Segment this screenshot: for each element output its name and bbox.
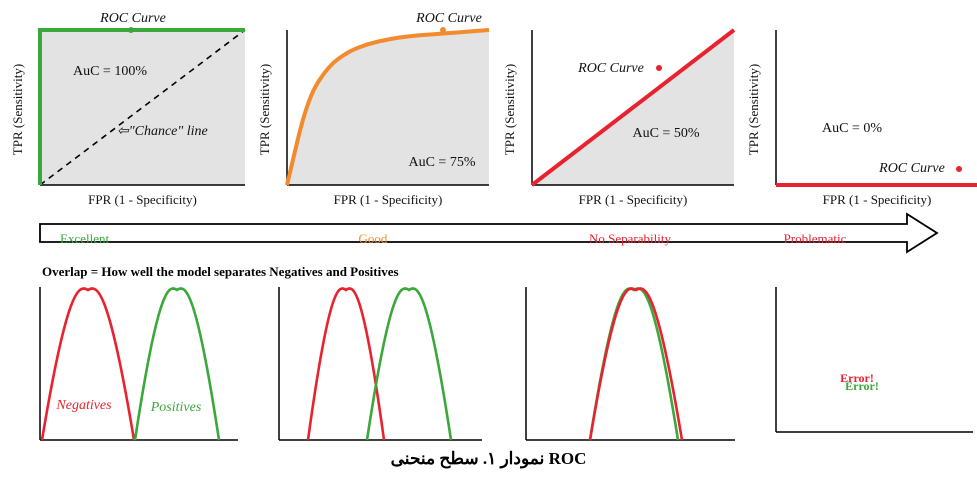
roc-curve-marker: [656, 65, 662, 71]
scale-label: No Separability: [589, 231, 671, 246]
y-axis-label: TPR (Sensitivity): [257, 64, 272, 155]
roc-curve-line: [530, 28, 736, 187]
scale-label: Good: [359, 231, 388, 246]
roc-curve-marker: [128, 27, 134, 33]
roc-curve-marker: [440, 27, 446, 33]
y-axis-label: TPR (Sensitivity): [502, 64, 517, 155]
negatives-curve: [40, 287, 136, 441]
auc-annotation: AuC = 0%: [822, 121, 882, 136]
overlap-title: Overlap = How well the model separates N…: [42, 264, 399, 279]
auc-annotation: AuC = 75%: [408, 155, 475, 170]
positives-curve: [133, 287, 221, 441]
positives-label: Positives: [150, 400, 202, 415]
roc-curve-line: [285, 28, 490, 186]
roc-curve-label: ROC Curve: [878, 161, 945, 176]
chance-line-label: ⇦"Chance" line: [117, 124, 208, 139]
roc-curve-marker: [956, 166, 962, 172]
x-axis-label: FPR (1 - Specificity): [334, 192, 443, 207]
roc-curve-label: ROC Curve: [577, 61, 644, 76]
scale-label: Excellent: [60, 231, 109, 246]
scale-arrow: [39, 212, 939, 254]
roc-auc-area: [287, 30, 489, 185]
roc-curve-label: ROC Curve: [415, 11, 482, 26]
roc-curve-line: [38, 28, 245, 185]
scale-label: Problematic: [784, 231, 847, 246]
x-axis-label: FPR (1 - Specificity): [579, 192, 688, 207]
figure-caption: نمودار ۱. سطح منحنی ROC: [390, 449, 587, 468]
y-axis-label: TPR (Sensitivity): [746, 64, 761, 155]
roc-curve-label: ROC Curve: [99, 11, 166, 26]
auc-annotation: AuC = 100%: [73, 64, 147, 79]
negatives-curve: [588, 287, 684, 441]
auc-annotation: AuC = 50%: [632, 126, 699, 141]
y-axis-label: TPR (Sensitivity): [10, 64, 25, 155]
negatives-curve: [306, 287, 386, 441]
error-label-red: Error!: [840, 371, 874, 385]
x-axis-label: FPR (1 - Specificity): [88, 192, 197, 207]
negatives-label: Negatives: [55, 398, 112, 413]
chance-line: [39, 29, 246, 186]
roc-figure-canvas: ROC Curve AuC = 100% FPR (1 - Specificity)…: [10, 11, 977, 441]
x-axis-label: FPR (1 - Specificity): [823, 192, 932, 207]
positives-curve: [365, 287, 453, 441]
error-label-green: Error!: [845, 379, 879, 393]
